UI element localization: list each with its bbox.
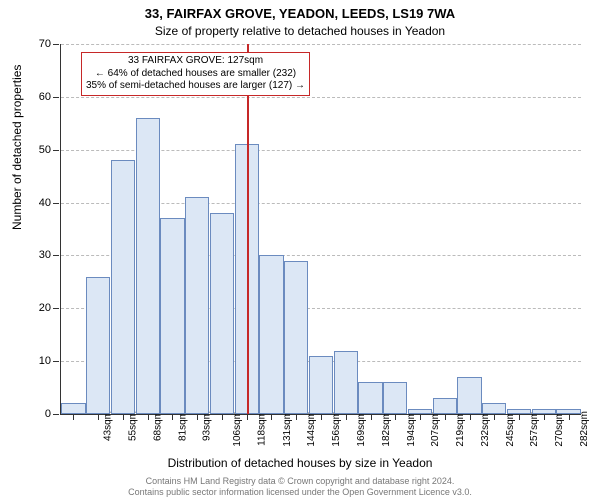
histogram-bar [136, 118, 160, 414]
x-tick-label: 245sqm [505, 411, 516, 447]
histogram-bar [408, 409, 432, 414]
x-tick [445, 415, 446, 420]
x-tick-label: 257sqm [529, 411, 540, 447]
histogram-bar [482, 403, 506, 414]
x-tick [247, 415, 248, 420]
histogram-bar [284, 261, 308, 414]
y-tick-label: 50 [23, 144, 51, 156]
annotation-box: 33 FAIRFAX GROVE: 127sqm← 64% of detache… [81, 52, 310, 96]
y-tick [53, 414, 59, 415]
y-tick [53, 203, 59, 204]
x-tick-label: 219sqm [455, 411, 466, 447]
histogram-bar [532, 409, 556, 414]
y-tick-label: 70 [23, 38, 51, 50]
x-tick [222, 415, 223, 420]
x-tick-label: 93sqm [202, 411, 213, 441]
histogram-bar [309, 356, 333, 414]
footer-attribution: Contains HM Land Registry data © Crown c… [0, 476, 600, 499]
x-tick-label: 232sqm [480, 411, 491, 447]
x-tick [123, 415, 124, 420]
x-tick [73, 415, 74, 420]
y-tick [53, 150, 59, 151]
x-tick-label: 106sqm [232, 411, 243, 447]
x-tick [371, 415, 372, 420]
x-tick-label: 43sqm [103, 411, 114, 441]
histogram-bar [358, 382, 382, 414]
x-tick-label: 55sqm [128, 411, 139, 441]
histogram-bar [160, 218, 184, 414]
y-tick-label: 20 [23, 302, 51, 314]
annotation-line: ← 64% of detached houses are smaller (23… [86, 68, 305, 81]
x-tick-label: 156sqm [331, 411, 342, 447]
x-tick-label: 169sqm [356, 411, 367, 447]
y-axis-label: Number of detached properties [10, 65, 24, 230]
x-tick-label: 131sqm [282, 411, 293, 447]
x-tick-label: 182sqm [381, 411, 392, 447]
y-tick-label: 30 [23, 249, 51, 261]
histogram-plot: 01020304050607043sqm55sqm68sqm81sqm93sqm… [60, 44, 581, 415]
page-subtitle: Size of property relative to detached ho… [0, 24, 600, 38]
x-tick [197, 415, 198, 420]
x-tick [296, 415, 297, 420]
y-tick [53, 255, 59, 256]
histogram-bar [507, 409, 531, 414]
x-tick [172, 415, 173, 420]
x-tick [569, 415, 570, 420]
x-tick [321, 415, 322, 420]
x-tick [98, 415, 99, 420]
x-axis-label: Distribution of detached houses by size … [0, 456, 600, 470]
y-tick [53, 44, 59, 45]
x-tick-label: 207sqm [430, 411, 441, 447]
histogram-bar [383, 382, 407, 414]
x-tick [395, 415, 396, 420]
x-tick [494, 415, 495, 420]
y-tick [53, 361, 59, 362]
histogram-bar [457, 377, 481, 414]
histogram-bar [556, 409, 580, 414]
x-tick-label: 81sqm [177, 411, 188, 441]
gridline [61, 97, 581, 98]
gridline [61, 44, 581, 45]
y-tick-label: 40 [23, 197, 51, 209]
x-tick [271, 415, 272, 420]
y-tick-label: 10 [23, 355, 51, 367]
y-tick [53, 308, 59, 309]
x-tick-label: 144sqm [307, 411, 318, 447]
x-tick-label: 282sqm [579, 411, 590, 447]
histogram-bar [111, 160, 135, 414]
annotation-line: 35% of semi-detached houses are larger (… [86, 80, 305, 93]
y-tick-label: 0 [23, 408, 51, 420]
page-title: 33, FAIRFAX GROVE, YEADON, LEEDS, LS19 7… [0, 6, 600, 21]
histogram-bar [185, 197, 209, 414]
x-tick [346, 415, 347, 420]
histogram-bar [210, 213, 234, 414]
histogram-bar [61, 403, 85, 414]
histogram-bar [86, 277, 110, 414]
x-tick [148, 415, 149, 420]
y-tick-label: 60 [23, 91, 51, 103]
histogram-bar [259, 255, 283, 414]
annotation-line: 33 FAIRFAX GROVE: 127sqm [86, 55, 305, 68]
x-tick [420, 415, 421, 420]
footer-line-2: Contains public sector information licen… [0, 487, 600, 498]
x-tick [470, 415, 471, 420]
x-tick-label: 68sqm [152, 411, 163, 441]
x-tick [544, 415, 545, 420]
footer-line-1: Contains HM Land Registry data © Crown c… [0, 476, 600, 487]
y-tick [53, 97, 59, 98]
x-tick-label: 194sqm [406, 411, 417, 447]
reference-line [247, 44, 249, 414]
x-tick [519, 415, 520, 420]
histogram-bar [433, 398, 457, 414]
x-tick-label: 270sqm [554, 411, 565, 447]
x-tick-label: 118sqm [256, 411, 267, 446]
histogram-bar [334, 351, 358, 414]
